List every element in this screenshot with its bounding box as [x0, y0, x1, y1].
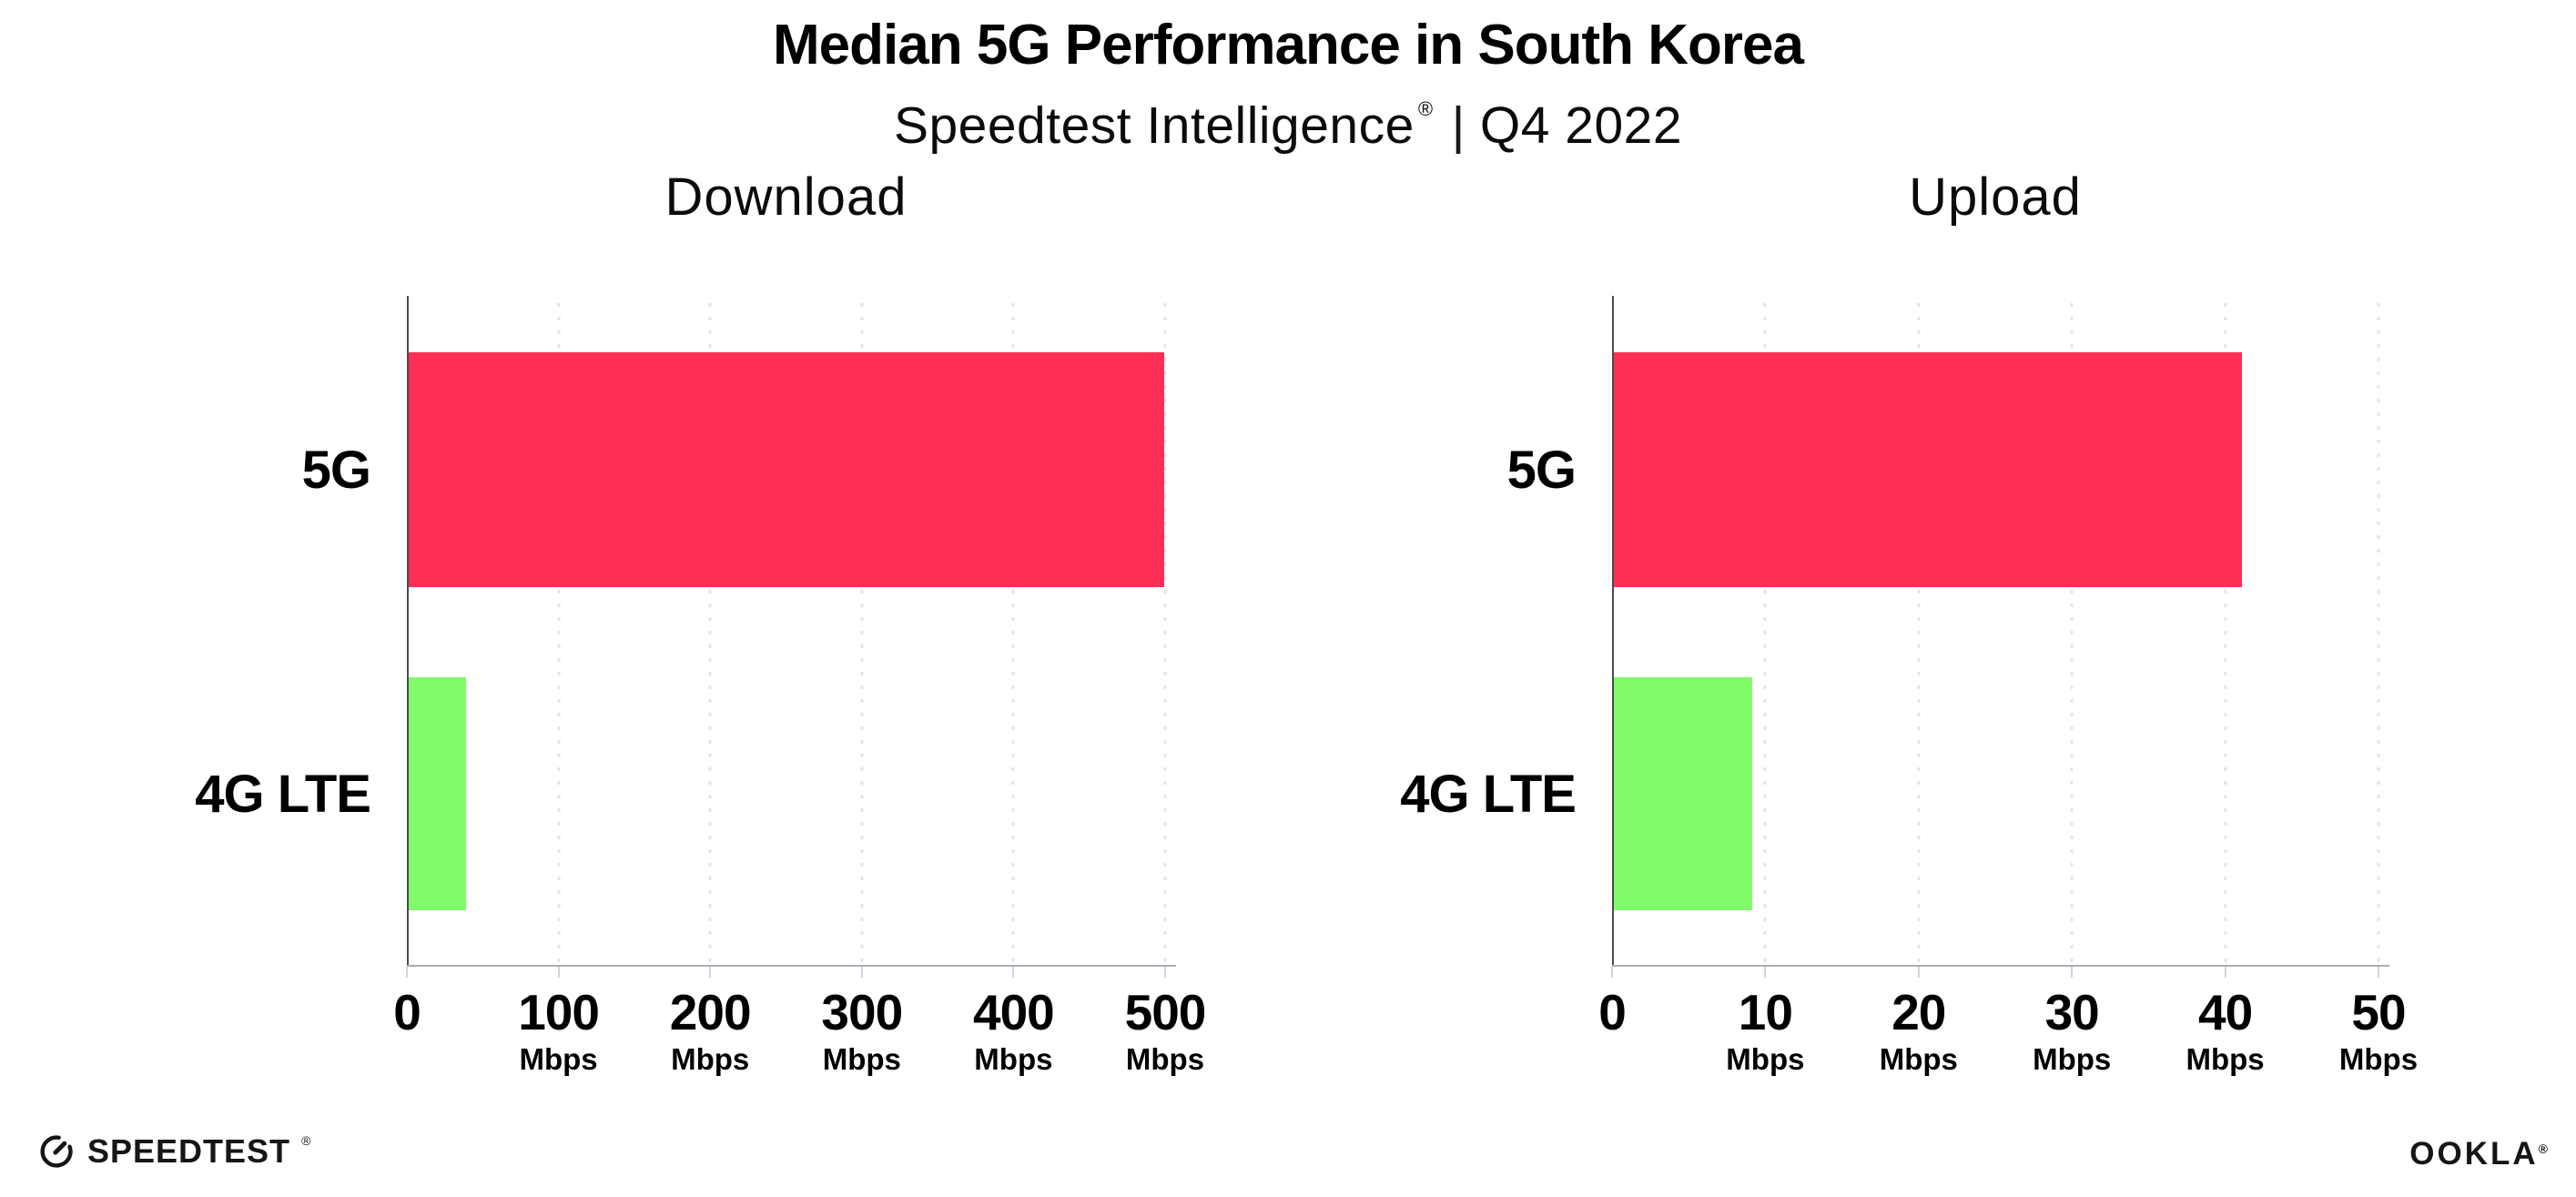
download-x-axis-line	[407, 965, 1176, 967]
tick-unit: Mbps	[2186, 1042, 2265, 1076]
registered-trademark-icon: ®	[1417, 97, 1434, 120]
tick-label-300: 300 Mbps	[762, 985, 962, 1078]
tick-unit: Mbps	[1879, 1042, 1958, 1076]
tick-value: 300	[821, 984, 903, 1040]
tick-mark-0	[1611, 967, 1613, 978]
tick-value: 0	[393, 984, 421, 1040]
tick-label-200: 200 Mbps	[610, 985, 810, 1078]
tick-mark-50	[2378, 967, 2379, 978]
tick-unit: Mbps	[822, 1042, 901, 1076]
download-category-label-4g-lte: 4G LTE	[195, 764, 371, 824]
ookla-wordmark: OOKLA	[2409, 1136, 2539, 1172]
tick-unit: Mbps	[974, 1042, 1053, 1076]
tick-unit: Mbps	[2033, 1042, 2112, 1076]
gridline-50	[2377, 303, 2380, 965]
gridline-400	[1011, 303, 1015, 965]
tick-mark-400	[1012, 967, 1015, 978]
speedtest-registered-mark: ®	[301, 1133, 311, 1148]
tick-mark-200	[709, 967, 712, 978]
tick-value: 10	[1738, 984, 1793, 1040]
gridline-10	[1763, 303, 1767, 965]
gridline-300	[860, 303, 864, 965]
upload-bar-5g	[1614, 352, 2243, 587]
download-chart: Download 5G 4G LTE 0 100 Mbps 200 Mbps 300 Mbp…	[195, 168, 1206, 1077]
download-category-label-5g: 5G	[301, 440, 371, 500]
upload-y-axis-line	[1612, 296, 1614, 965]
ookla-logo: OOKLA®	[2409, 1136, 2551, 1172]
tick-value: 100	[518, 984, 600, 1040]
tick-label-30: 30 Mbps	[1972, 985, 2172, 1078]
tick-label-0: 0	[307, 985, 507, 1040]
tick-value: 200	[669, 984, 752, 1040]
tick-mark-0	[406, 967, 408, 978]
page-title: Median 5G Performance in South Korea	[773, 14, 1804, 76]
gridline-30	[2070, 303, 2074, 965]
tick-mark-300	[860, 967, 863, 978]
tick-unit: Mbps	[2338, 1042, 2419, 1076]
tick-mark-500	[1164, 967, 1166, 978]
tick-label-20: 20 Mbps	[1819, 985, 2019, 1078]
tick-unit: Mbps	[1726, 1042, 1805, 1076]
tick-label-100: 100 Mbps	[459, 985, 659, 1078]
download-bar-4g-lte	[409, 677, 467, 910]
gridline-20	[1917, 303, 1921, 965]
upload-chart-title: Upload	[1909, 167, 2082, 227]
tick-label-50: 50 Mbps	[2278, 985, 2479, 1078]
ookla-registered-mark: ®	[2538, 1141, 2551, 1156]
tick-label-400: 400 Mbps	[913, 985, 1113, 1078]
tick-value: 0	[1598, 984, 1627, 1040]
tick-unit: Mbps	[671, 1042, 750, 1076]
gridline-500	[1163, 303, 1167, 965]
tick-unit: Mbps	[519, 1042, 598, 1076]
tick-value: 500	[1124, 984, 1207, 1040]
speedtest-wordmark: SPEEDTEST	[87, 1132, 291, 1170]
gridline-100	[557, 303, 561, 965]
subtitle-separator: |	[1451, 96, 1465, 155]
speedtest-logo: SPEEDTEST ®	[36, 1131, 310, 1172]
tick-value: 50	[2351, 984, 2406, 1040]
tick-mark-40	[2224, 967, 2226, 978]
upload-bar-4g-lte	[1614, 677, 1752, 910]
tick-value: 40	[2198, 984, 2253, 1040]
tick-value: 20	[1891, 984, 1946, 1040]
gridline-40	[2224, 303, 2227, 965]
speedtest-gauge-icon	[40, 1135, 73, 1168]
tick-unit: Mbps	[1125, 1042, 1205, 1076]
download-chart-title: Download	[664, 167, 908, 227]
download-bar-5g	[409, 352, 1164, 587]
download-y-axis-line	[407, 296, 409, 965]
subtitle-period: Q4 2022	[1479, 96, 1683, 155]
tick-mark-10	[1764, 967, 1767, 978]
upload-x-axis-line	[1612, 965, 2389, 967]
subtitle-product: Speedtest Intelligence	[893, 96, 1415, 155]
upload-chart: Upload 5G 4G LTE 0 10 Mbps 20 Mbps 30 Mbps 40 Mb…	[1400, 168, 2418, 1077]
upload-category-label-5g: 5G	[1506, 440, 1577, 500]
gridline-200	[708, 303, 712, 965]
tick-mark-20	[1917, 967, 1920, 978]
tick-value: 30	[2044, 984, 2100, 1040]
tick-label-0: 0	[1512, 985, 1712, 1040]
tick-mark-100	[557, 967, 560, 978]
upload-category-label-4g-lte: 4G LTE	[1400, 764, 1577, 824]
page-subtitle: Speedtest Intelligence ® | Q4 2022	[0, 87, 2576, 175]
tick-label-10: 10 Mbps	[1665, 985, 1865, 1078]
tick-value: 400	[973, 984, 1055, 1040]
tick-label-40: 40 Mbps	[2125, 985, 2326, 1078]
tick-mark-30	[2071, 967, 2074, 978]
tick-label-500: 500 Mbps	[1065, 985, 1265, 1078]
